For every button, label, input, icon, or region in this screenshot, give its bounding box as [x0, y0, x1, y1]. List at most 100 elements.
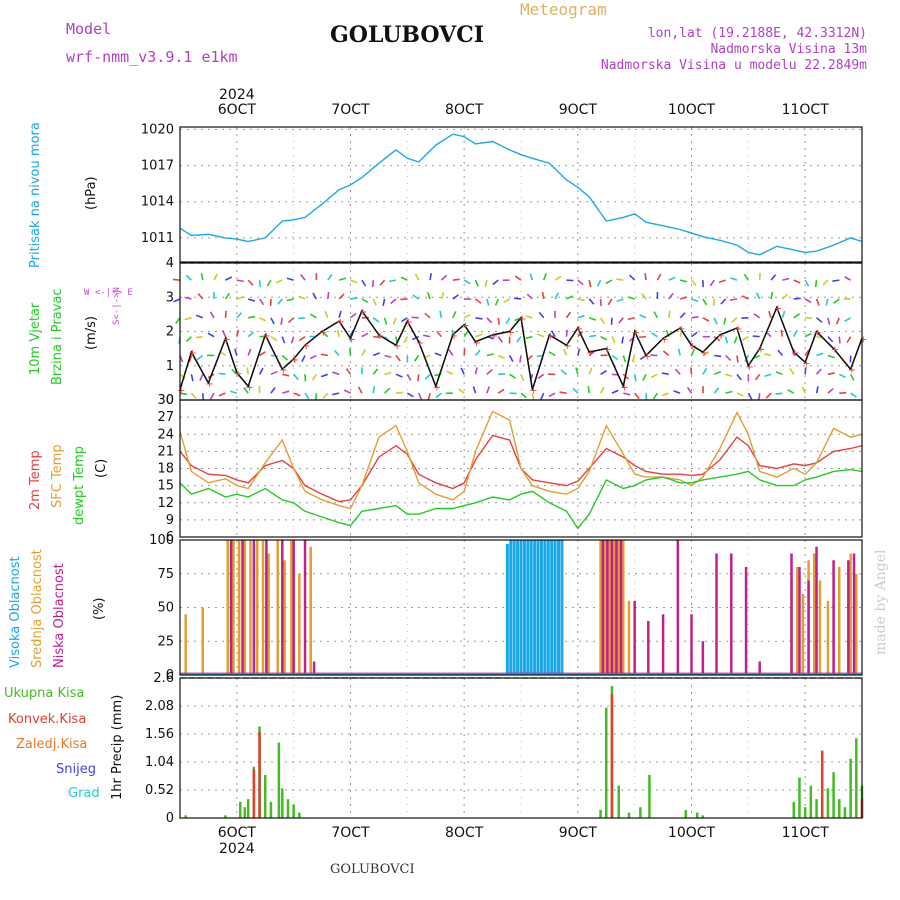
bar-clouds-0: [557, 540, 561, 675]
wind-arrow: [709, 279, 715, 287]
wind-arrow: [747, 392, 753, 400]
ytick-label-wind: 0: [166, 393, 174, 408]
wind-arrow: [290, 336, 295, 344]
wind-arrow: [770, 274, 777, 281]
wind-arrow: [775, 392, 783, 395]
wind-arrow: [266, 279, 272, 287]
wind-arrow: [311, 373, 318, 381]
wind-arrow: [770, 291, 774, 300]
bar-clouds-2: [647, 621, 650, 675]
wind-arrow: [361, 349, 367, 356]
wind-arrow: [827, 336, 834, 343]
wind-speed-marker: +: [791, 348, 799, 359]
wind-arrow: [650, 373, 658, 379]
wind-speed-marker: +: [376, 331, 384, 342]
wind-speed-marker: +: [802, 358, 810, 369]
bar-clouds-2: [690, 614, 693, 675]
bar-precip-0: [238, 801, 242, 818]
wind-speed-marker: +: [586, 348, 594, 359]
wind-arrow: [714, 354, 722, 358]
wind-arrow: [508, 355, 514, 363]
wind-arrow: [270, 370, 278, 376]
bar-precip-0: [243, 807, 247, 818]
bar-clouds-2: [229, 540, 233, 675]
bar-clouds-1: [826, 600, 830, 675]
wind-arrow: [270, 387, 276, 394]
ytick-label-precip: 0: [166, 811, 174, 826]
bar-precip-0: [832, 772, 835, 818]
bar-clouds-0: [546, 540, 550, 675]
wind-arrow: [190, 374, 194, 382]
wind-arrow: [816, 352, 824, 357]
wind-arrow: [560, 369, 567, 375]
wind-arrow: [736, 355, 739, 363]
wind-arrow: [417, 374, 420, 382]
bar-precip-0: [264, 774, 267, 818]
wind-arrow: [350, 297, 358, 300]
wind-arrow: [577, 348, 581, 356]
wind-arrow: [575, 367, 579, 375]
bar-clouds-0: [509, 540, 513, 675]
model-label: Model: [66, 20, 112, 38]
wind-arrow: [384, 387, 391, 394]
top-tick-label: 9OCT: [559, 102, 598, 118]
wind-arrow: [424, 373, 431, 380]
wind-arrow: [199, 373, 204, 382]
bar-precip-0: [627, 812, 631, 818]
wind-arrow: [736, 373, 742, 381]
wind-arrow: [825, 298, 829, 306]
wind-arrow: [755, 292, 761, 300]
wind-arrow: [247, 298, 256, 302]
ytick-label-wind: 3: [166, 290, 174, 305]
wind-arrow: [395, 354, 401, 362]
bar-clouds-2: [676, 540, 680, 675]
wind-speed-marker: +: [416, 338, 424, 349]
wind-arrow: [702, 298, 708, 306]
bar-precip-0: [792, 801, 796, 818]
wind-arrow: [600, 369, 607, 375]
wind-arrow: [736, 392, 744, 397]
model-elevation-label: Nadmorska Visina u modelu 22.2849m: [600, 58, 867, 73]
wind-speed-marker: +: [700, 348, 708, 359]
wind-arrow: [372, 352, 381, 357]
wind-arrow: [599, 298, 602, 307]
wind-arrow: [401, 317, 408, 323]
wind-arrow: [577, 298, 585, 302]
ytick-label-temperature: 12: [157, 496, 174, 511]
wind-arrow: [384, 371, 392, 376]
wind-arrow: [752, 335, 760, 338]
bar-precip-0: [843, 807, 847, 818]
wind-arrow: [731, 317, 738, 323]
bar-precip-0: [281, 788, 284, 818]
wind-arrow: [184, 317, 192, 321]
wind-arrow: [413, 355, 420, 362]
wind-arrow: [321, 331, 329, 338]
panel-frame-temperature: [179, 399, 863, 538]
bar-clouds-2: [265, 540, 268, 675]
wind-arrow: [804, 279, 810, 287]
wind-arrow: [724, 336, 729, 344]
wind-arrow: [565, 329, 569, 337]
wind-arrow: [844, 317, 852, 322]
bar-clouds-2: [601, 540, 605, 675]
wind-arrow: [494, 298, 500, 306]
wind-arrow: [475, 317, 483, 320]
wind-direction-legend: W <-|-> E: [84, 288, 133, 298]
wind-arrow: [384, 354, 392, 359]
wind-arrow: [677, 348, 681, 356]
wind-arrow: [832, 279, 840, 282]
ytick-label-temperature: 30: [157, 393, 174, 408]
wind-arrow: [537, 373, 545, 380]
wind-arrow: [282, 390, 290, 394]
ytick-label-wind: 2: [166, 325, 174, 340]
wind-arrow: [414, 273, 420, 281]
bar-clouds-1: [838, 567, 841, 675]
wind-speed-marker: +: [620, 382, 628, 393]
wind-arrow: [835, 317, 841, 325]
ytick-label-temperature: 9: [166, 513, 174, 528]
wind-arrow: [627, 296, 635, 300]
wind-arrow: [562, 348, 568, 356]
wind-arrow: [550, 330, 556, 338]
wind-arrow: [621, 336, 625, 344]
wind-arrow: [277, 298, 283, 305]
